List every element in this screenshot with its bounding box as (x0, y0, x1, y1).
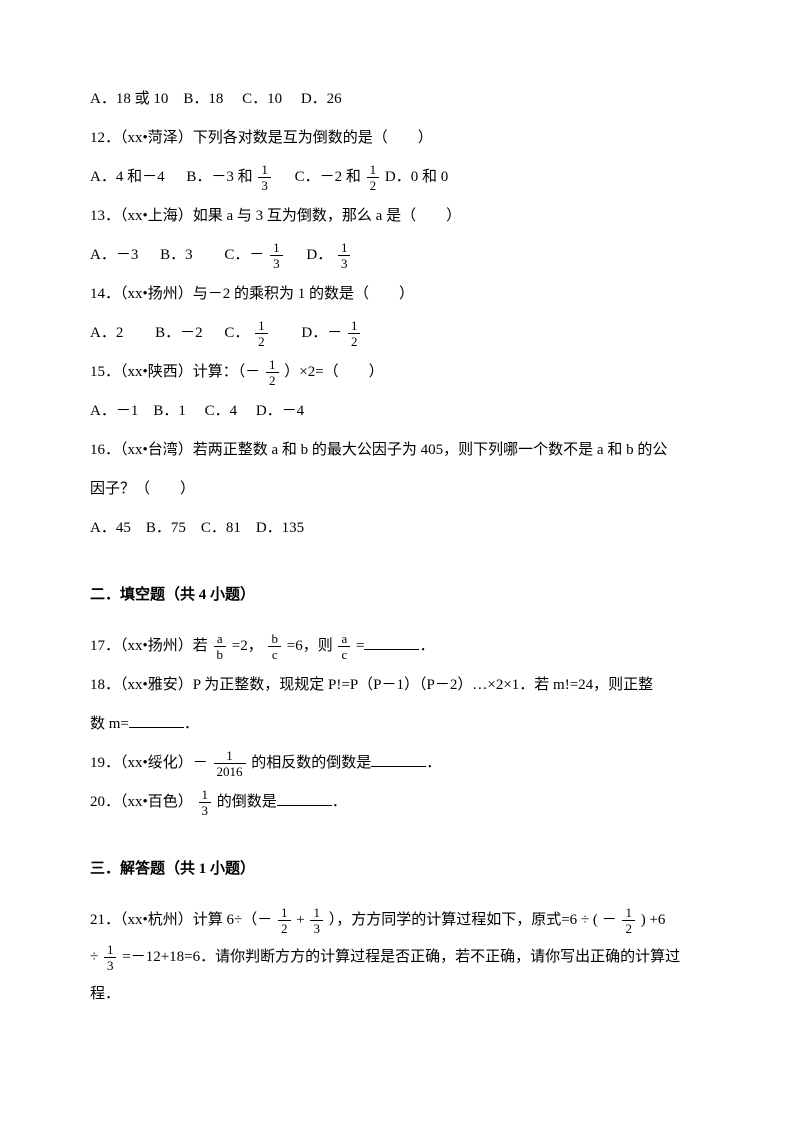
rp: ) (641, 912, 646, 928)
neg: － (602, 912, 617, 928)
q16-line2: 因子？（ ） (90, 470, 710, 509)
lp: ( (593, 912, 598, 928)
opt-a: A．4 和－4 (90, 169, 165, 185)
div: ÷ (581, 912, 589, 928)
section-3-title: 三．解答题（共 1 小题） (90, 850, 710, 889)
period: ． (184, 716, 199, 732)
q15-pre: 15．（xx•陕西）计算：（－ (90, 364, 260, 380)
document-page: A．18 或 10 B．18 C．10 D．26 12．（xx•菏泽）下列各对数… (0, 0, 800, 1132)
blank-underline (364, 634, 419, 650)
q21-line1: 21．（xx•杭州）计算 6÷（－ 12 + 13 ），方方同学的计算过程如下，… (90, 901, 710, 940)
plus6: +6 (649, 912, 665, 928)
opt-c-pre: C．－2 和 (295, 169, 361, 185)
q18-pre: 数 m= (90, 716, 129, 732)
fraction-icon: 12 (255, 319, 268, 348)
opt-b: B．－2 (155, 325, 203, 341)
q21-line3: 程． (90, 975, 710, 1014)
fraction-icon: 13 (310, 906, 323, 935)
plus: + (296, 912, 304, 928)
q17-eq: = (356, 638, 364, 654)
fraction-icon: 12 (622, 906, 635, 935)
q16-line1: 16．（xx•台湾）若两正整数 a 和 b 的最大公因子为 405，则下列哪一个… (90, 431, 710, 470)
fraction-icon: 13 (338, 241, 351, 270)
opt-c-pre: C．－ (224, 247, 264, 263)
q15-stem: 15．（xx•陕西）计算：（－ 12 ）×2=（ ） (90, 353, 710, 392)
q21-pre: 21．（xx•杭州）计算 6÷（－ (90, 912, 272, 928)
fraction-icon: 12 (278, 906, 291, 935)
q20-pre: 20．（xx•百色） (90, 794, 193, 810)
q18-line2: 数 m= ． (90, 705, 710, 744)
q11-options: A．18 或 10 B．18 C．10 D．26 (90, 80, 710, 119)
blank-underline (129, 712, 184, 728)
period: ． (419, 638, 434, 654)
period: ． (332, 794, 347, 810)
fraction-icon: bc (268, 632, 281, 661)
fraction-icon: 12 (266, 358, 279, 387)
fraction-icon: 13 (258, 163, 271, 192)
q20: 20．（xx•百色） 13 的倒数是 ． (90, 783, 710, 822)
blank-underline (277, 790, 332, 806)
q21-line2: ÷ 13 =－12+18=6．请你判断方方的计算过程是否正确，若不正确，请你写出… (90, 940, 710, 975)
q13-stem: 13．（xx•上海）如果 a 与 3 互为倒数，那么 a 是（ ） (90, 197, 710, 236)
q13-options: A．－3 B．3 C．－ 13 D． 13 (90, 236, 710, 275)
q12-stem: 12．（xx•菏泽）下列各对数是互为倒数的是（ ） (90, 119, 710, 158)
fraction-icon: ac (338, 632, 350, 661)
q19-post: 的相反数的倒数是 (251, 755, 371, 771)
fraction-icon: 12 (348, 319, 361, 348)
q15-post: ）×2=（ ） (284, 364, 383, 380)
q12-options: A．4 和－4 B．－3 和 13 C．－2 和 12 D．0 和 0 (90, 158, 710, 197)
q17-pre: 17．（xx•扬州）若 (90, 638, 208, 654)
section-2-title: 二．填空题（共 4 小题） (90, 576, 710, 615)
q15-options: A．－1 B．1 C．4 D．－4 (90, 392, 710, 431)
q21-mid: ），方方同学的计算过程如下，原式=6 (329, 912, 577, 928)
fraction-icon: ab (214, 632, 227, 661)
fraction-icon: 12 (367, 163, 380, 192)
q17-mid2: =6，则 (287, 638, 333, 654)
q19-pre: 19．（xx•绥化）－ (90, 755, 208, 771)
q20-post: 的倒数是 (217, 794, 277, 810)
opt-a: A．2 (90, 325, 123, 341)
q14-stem: 14．（xx•扬州）与－2 的乘积为 1 的数是（ ） (90, 275, 710, 314)
opt-d-pre: D．－ (301, 325, 342, 341)
q18-line1: 18．（xx•雅安）P 为正整数，现规定 P!=P（P－1）（P－2）…×2×1… (90, 666, 710, 705)
opt-d: D．0 和 0 (385, 169, 448, 185)
q21-rest: =－12+18=6．请你判断方方的计算过程是否正确，若不正确，请你写出正确的计算… (122, 949, 680, 965)
opt-b: B．3 (160, 247, 193, 263)
fraction-icon: 13 (270, 241, 283, 270)
q17: 17．（xx•扬州）若 ab =2， bc =6，则 ac = ． (90, 627, 710, 666)
blank-underline (371, 751, 426, 767)
opt-a: A．－3 (90, 247, 138, 263)
q17-mid1: =2， (232, 638, 263, 654)
div2: ÷ (90, 949, 98, 965)
q16-options: A．45 B．75 C．81 D．135 (90, 509, 710, 548)
fraction-icon: 13 (104, 943, 117, 972)
fraction-icon: 13 (199, 788, 212, 817)
opt-b-pre: B．－3 和 (186, 169, 252, 185)
period: ． (426, 755, 441, 771)
opt-d-pre: D． (306, 247, 332, 263)
opt-c-pre: C． (224, 325, 249, 341)
q19: 19．（xx•绥化）－ 12016 的相反数的倒数是 ． (90, 744, 710, 783)
q14-options: A．2 B．－2 C． 12 D．－ 12 (90, 314, 710, 353)
fraction-icon: 12016 (214, 749, 246, 778)
